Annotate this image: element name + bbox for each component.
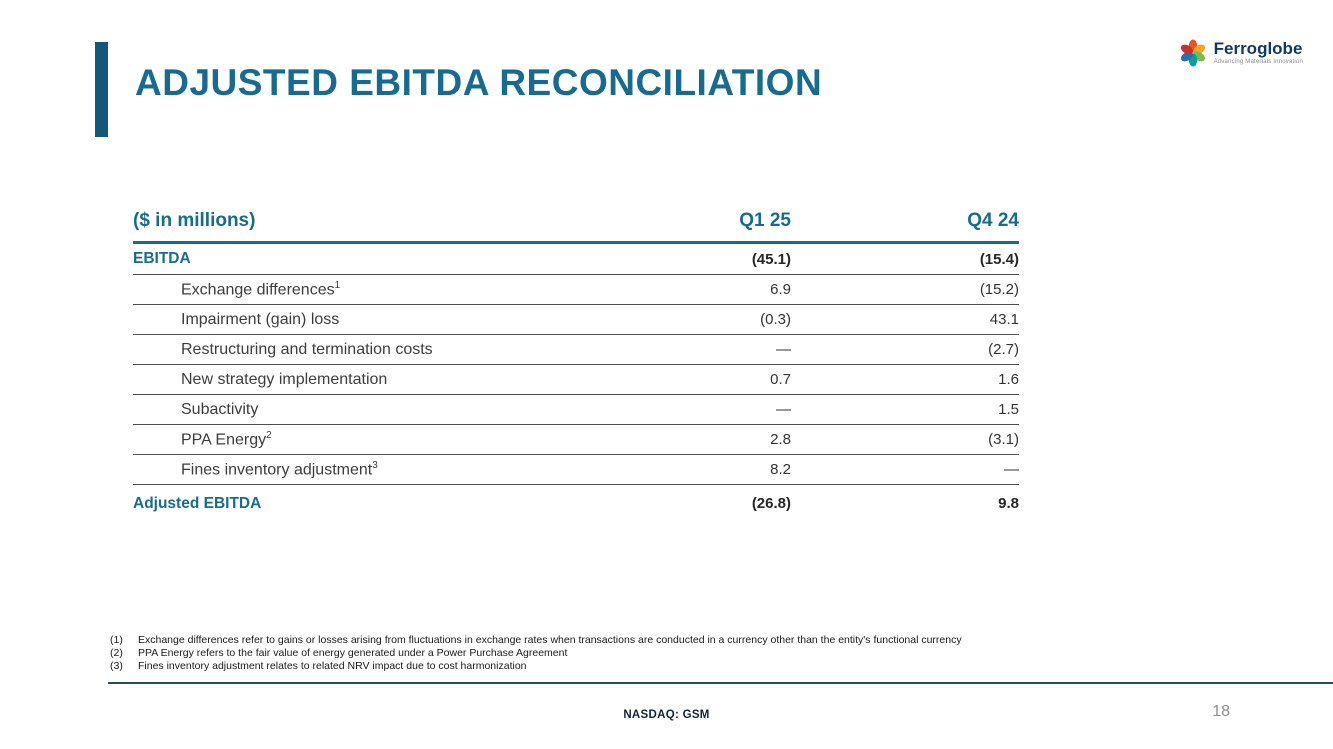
- table-row-exchange-differences: Exchange differences1 6.9 (15.2): [133, 275, 1019, 305]
- table-row-fines-inventory: Fines inventory adjustment3 8.2 —: [133, 455, 1019, 485]
- row-value-q1-25: 0.7: [770, 371, 791, 388]
- row-value-q4-24: 1.6: [998, 371, 1019, 388]
- row-value-q4-24: —: [1004, 461, 1019, 478]
- table-header-units: ($ in millions): [133, 210, 256, 231]
- title-accent-bar: [95, 42, 108, 137]
- footnote-text: PPA Energy refers to the fair value of e…: [138, 647, 568, 659]
- row-label: Subactivity: [181, 400, 259, 418]
- footnote-number: (2): [110, 647, 123, 659]
- row-value-q1-25: 2.8: [770, 431, 791, 448]
- footnote-3: (3) Fines inventory adjustment relates t…: [110, 660, 1320, 673]
- row-value-q4-24: (2.7): [988, 341, 1019, 358]
- row-value-q4-24: 43.1: [989, 311, 1019, 328]
- table-row-ebitda: EBITDA (45.1) (15.4): [133, 243, 1019, 275]
- row-value-q1-25: (45.1): [751, 250, 791, 268]
- row-label: Fines inventory adjustment3: [133, 455, 563, 485]
- footnote-text: Fines inventory adjustment relates to re…: [138, 660, 527, 672]
- table-header-q1-25: Q1 25: [739, 210, 791, 231]
- footnote-text: Exchange differences refer to gains or l…: [138, 634, 962, 646]
- footnote-marker: 2: [266, 429, 272, 441]
- row-label-text: Fines inventory adjustment: [181, 461, 373, 479]
- row-value-q1-25: —: [776, 401, 791, 418]
- footnote-1: (1) Exchange differences refer to gains …: [110, 634, 1320, 647]
- footnote-marker: 1: [334, 279, 341, 291]
- footer-ticker: NASDAQ: GSM: [623, 709, 710, 721]
- table-row-new-strategy: New strategy implementation 0.7 1.6: [133, 365, 1019, 395]
- table-row-impairment: Impairment (gain) loss (0.3) 43.1: [133, 305, 1019, 335]
- row-label: Restructuring and termination costs: [181, 340, 433, 358]
- row-label-text: Exchange differences: [181, 281, 335, 299]
- table-row-adjusted-ebitda: Adjusted EBITDA (26.8) 9.8: [133, 485, 1019, 523]
- ebitda-reconciliation-table: ($ in millions) Q1 25 Q4 24 EBITDA (45.1…: [133, 210, 1019, 523]
- footnote-number: (1): [110, 634, 123, 646]
- footer-divider: [108, 682, 1333, 684]
- ferroglobe-logo: Ferroglobe Advancing Materials Innovatio…: [1178, 38, 1303, 68]
- row-label: Impairment (gain) loss: [181, 310, 340, 328]
- row-label: PPA Energy2: [133, 425, 563, 455]
- row-value-q1-25: (0.3): [760, 311, 791, 328]
- row-label: Exchange differences1: [133, 275, 563, 305]
- footnote-marker: 3: [372, 459, 378, 471]
- row-label: Adjusted EBITDA: [133, 494, 262, 512]
- row-label: New strategy implementation: [181, 370, 388, 388]
- row-value-q4-24: (15.2): [979, 281, 1019, 298]
- row-value-q1-25: 6.9: [770, 281, 791, 298]
- row-value-q4-24: 1.5: [998, 401, 1019, 418]
- row-value-q1-25: 8.2: [770, 461, 791, 478]
- logo-name: Ferroglobe: [1213, 39, 1303, 58]
- table-row-ppa-energy: PPA Energy2 2.8 (3.1): [133, 425, 1019, 455]
- footnote-number: (3): [110, 660, 123, 672]
- ferroglobe-logo-icon: [1180, 39, 1205, 67]
- table-header-q4-24: Q4 24: [967, 210, 1019, 231]
- footnotes: (1) Exchange differences refer to gains …: [110, 634, 1320, 673]
- row-label-text: PPA Energy: [181, 431, 267, 449]
- table-header-row: ($ in millions) Q1 25 Q4 24: [133, 210, 1019, 243]
- logo-text: Ferroglobe Advancing Materials Innovatio…: [1213, 38, 1303, 66]
- table-row-restructuring: Restructuring and termination costs — (2…: [133, 335, 1019, 365]
- row-value-q4-24: (3.1): [988, 431, 1019, 448]
- page-number: 18: [1212, 703, 1230, 720]
- row-value-q4-24: (15.4): [979, 250, 1019, 268]
- row-value-q4-24: 9.8: [998, 495, 1019, 513]
- table-row-subactivity: Subactivity — 1.5: [133, 395, 1019, 425]
- page-title: ADJUSTED EBITDA RECONCILIATION: [135, 62, 823, 103]
- logo-tagline: Advancing Materials Innovation: [1213, 59, 1303, 65]
- row-value-q1-25: (26.8): [751, 495, 791, 513]
- row-value-q1-25: —: [776, 341, 791, 358]
- row-label: EBITDA: [133, 250, 191, 267]
- footnote-2: (2) PPA Energy refers to the fair value …: [110, 647, 1320, 660]
